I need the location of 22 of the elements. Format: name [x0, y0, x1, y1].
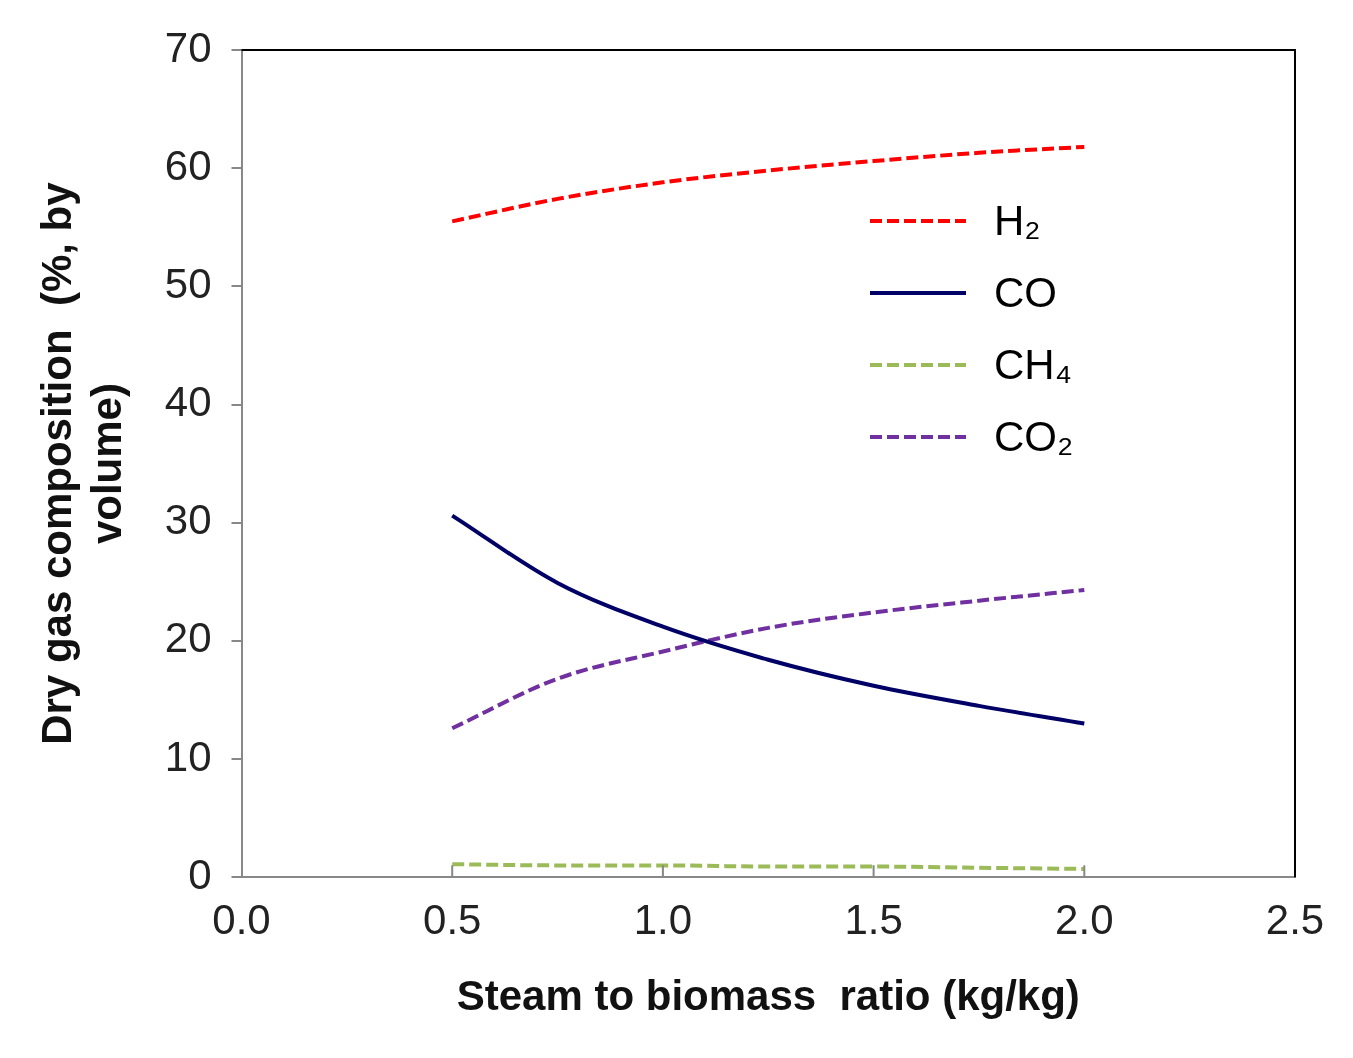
legend-label: CO₂	[994, 413, 1074, 461]
y-tick-label: 40	[164, 378, 212, 426]
x-tick-label: 1.0	[633, 895, 693, 943]
x-tick-label: 2.5	[1265, 895, 1325, 943]
y-axis-title: Dry gas composition (%, by volume)	[32, 181, 131, 745]
line-series	[450, 513, 1087, 726]
y-tick-label: 0	[188, 850, 212, 898]
y-tick-label: 60	[164, 141, 212, 189]
y-tick-label: 50	[164, 259, 212, 307]
y-tick-label: 10	[164, 732, 212, 780]
x-tick-label: 0.0	[212, 895, 271, 943]
x-tick-label: 1.5	[844, 895, 903, 943]
legend-label: CO	[994, 269, 1057, 317]
legend-label: H₂	[994, 197, 1041, 245]
y-tick-label: 20	[164, 614, 212, 662]
line-series	[450, 588, 1087, 731]
legend-label: CH₄	[994, 341, 1072, 389]
x-axis-title: Steam to biomass ratio (kg/kg)	[456, 972, 1080, 1020]
x-tick-label: 2.0	[1055, 895, 1114, 943]
x-tick-label: 0.5	[423, 895, 482, 943]
y-tick-label: 30	[164, 496, 212, 544]
y-tick-label: 70	[164, 23, 212, 71]
